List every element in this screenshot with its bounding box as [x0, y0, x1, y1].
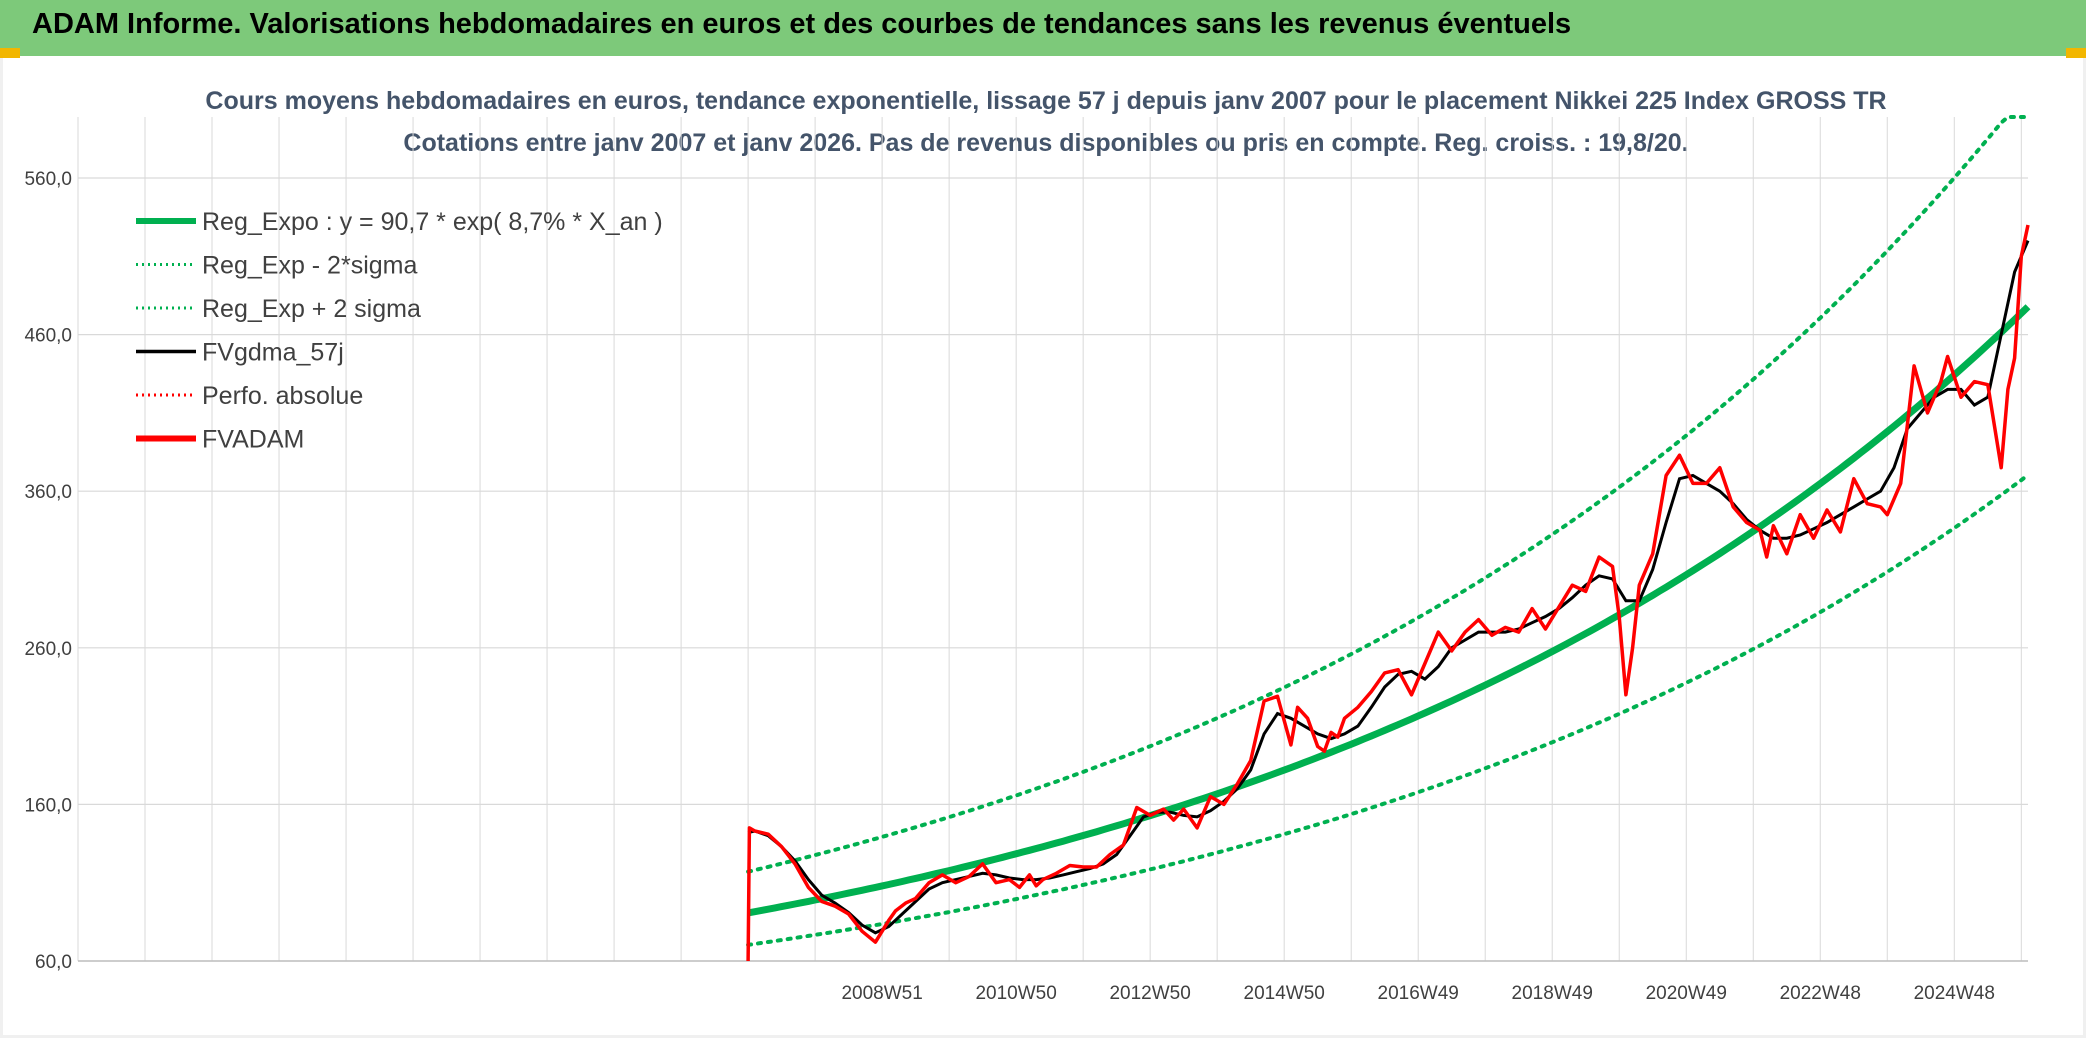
legend-item: Reg_Exp - 2*sigma: [136, 252, 417, 280]
x-tick-label: 2010W50: [975, 983, 1056, 1004]
legend-label: Reg_Expo : y = 90,7 * exp( 8,7% * X_an ): [202, 208, 663, 236]
legend-item: Perfo. absolue: [136, 382, 363, 410]
x-tick-label: 2024W48: [1914, 983, 1995, 1004]
legend-label: Reg_Exp - 2*sigma: [202, 252, 417, 280]
reg-exp-minus-2sigma-line: [746, 473, 2030, 947]
header-title: ADAM Informe. Valorisations hebdomadaire…: [32, 8, 1572, 40]
x-tick-label: 2018W49: [1512, 983, 1593, 1004]
x-tick-label: 2008W51: [841, 983, 922, 1004]
series-layer: [746, 115, 2031, 962]
legend-item: Reg_Exp + 2 sigma: [136, 295, 421, 323]
grid: [77, 117, 2028, 962]
y-tick-label: 560,0: [24, 169, 72, 190]
legend-item: FVADAM: [136, 426, 304, 454]
legend-item: FVgdma_57j: [136, 339, 344, 367]
axes: 560,0 460,0 360,0 260,0 160,0 60,0 2008W51 2010…: [24, 169, 2028, 1004]
legend-label: Perfo. absolue: [202, 382, 363, 410]
y-tick-label: 360,0: [24, 482, 72, 503]
x-tick-label: 2016W49: [1378, 983, 1459, 1004]
x-tick-label: 2022W48: [1780, 983, 1861, 1004]
chart-subtitle: Cotations entre janv 2007 et janv 2026. …: [403, 129, 1688, 157]
reg-exp-plus-2sigma-line: [746, 115, 2030, 874]
legend-label: FVgdma_57j: [202, 339, 344, 367]
legend-label: Reg_Exp + 2 sigma: [202, 295, 421, 323]
legend-label: FVADAM: [202, 426, 304, 454]
fvgdma-57j-line: [747, 240, 2030, 935]
chart-title: Cours moyens hebdomadaires en euros, ten…: [205, 87, 1886, 115]
legend-item: Reg_Expo : y = 90,7 * exp( 8,7% * X_an ): [136, 208, 663, 236]
corner-marker-left: [0, 48, 20, 58]
reg-expo-line: [747, 304, 2031, 917]
y-tick-label: 260,0: [24, 639, 72, 660]
y-tick-label: 60,0: [35, 952, 72, 973]
x-tick-label: 2012W50: [1109, 983, 1190, 1004]
legend: Reg_Expo : y = 90,7 * exp( 8,7% * X_an )…: [136, 208, 663, 454]
corner-marker-right: [2066, 48, 2086, 58]
header-banner: ADAM Informe. Valorisations hebdomadaire…: [0, 0, 2086, 56]
fvadam-line: [746, 224, 2030, 962]
x-tick-label: 2014W50: [1244, 983, 1325, 1004]
y-tick-label: 460,0: [24, 326, 72, 347]
y-tick-label: 160,0: [24, 795, 72, 816]
x-tick-label: 2020W49: [1646, 983, 1727, 1004]
